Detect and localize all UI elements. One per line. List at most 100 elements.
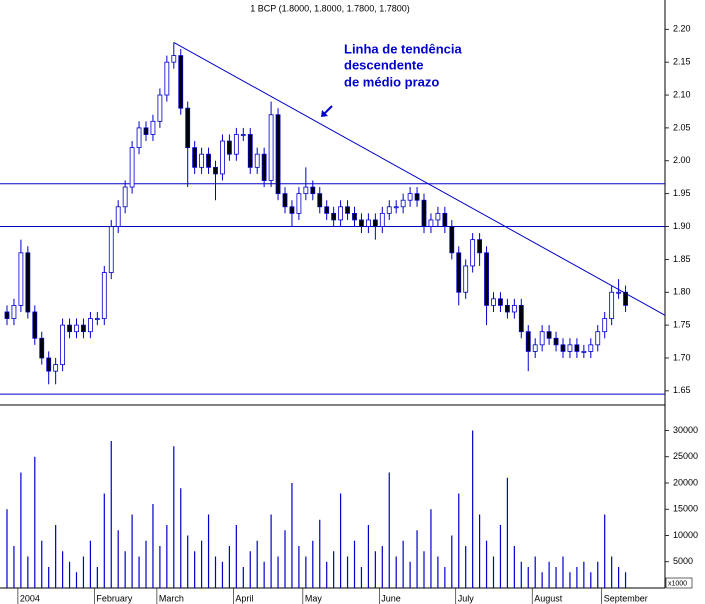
volume-bar [562, 556, 564, 588]
volume-bar [96, 567, 98, 588]
volume-bar [20, 472, 22, 588]
candle-body [136, 127, 142, 149]
volume-bar [305, 556, 307, 588]
y-tick-label: 1.85 [673, 254, 691, 264]
volume-bar [277, 556, 279, 588]
candle-body [456, 252, 462, 293]
candle-body [317, 193, 323, 208]
candle-body [60, 324, 65, 365]
candle-body [498, 298, 503, 306]
volume-bar [131, 514, 133, 588]
volume-unit: x1000 [668, 580, 687, 587]
candle-body [560, 344, 566, 352]
y-tick-label: 2.00 [673, 155, 691, 165]
volume-bar [346, 556, 349, 588]
x-tick-label: March [159, 593, 184, 603]
volume-bar [541, 572, 543, 588]
candle-body [254, 153, 260, 168]
candle-body [150, 120, 156, 135]
volume-bar [41, 540, 43, 588]
x-tick-label: June [381, 593, 401, 603]
volume-bar [569, 572, 571, 588]
volume-bar [381, 546, 383, 588]
volume-bar [180, 488, 182, 588]
candle-body [53, 364, 59, 372]
volume-bar [62, 551, 64, 588]
candle-body [331, 212, 337, 221]
candle-body [470, 239, 476, 267]
volume-bar [395, 556, 397, 588]
y-tick-label: 2.20 [673, 24, 691, 34]
volume-bar [416, 530, 418, 588]
y-tick-label: 1.75 [673, 319, 691, 329]
candle-body [623, 291, 628, 306]
y-tick-label: 1.65 [673, 385, 691, 395]
volume-bar [534, 556, 536, 588]
candle-body [504, 304, 510, 313]
annotation-arrowhead [321, 110, 328, 117]
volume-bar [360, 567, 363, 588]
volume-bar [173, 446, 175, 588]
candle-body [379, 212, 385, 227]
volume-bar [124, 551, 126, 588]
volume-bar [159, 546, 161, 588]
volume-bar [333, 551, 335, 588]
candle-body [199, 153, 205, 168]
candle-body [213, 166, 218, 175]
candle-body [393, 206, 399, 209]
volume-bar [214, 556, 217, 588]
volume-bar [27, 556, 29, 588]
volume-bar [13, 546, 15, 588]
volume-bar [242, 567, 244, 588]
volume-bar [235, 525, 237, 588]
candle-body [108, 226, 114, 273]
candle-body [296, 193, 302, 214]
volume-bar [451, 535, 453, 588]
candle-body [484, 252, 489, 306]
candle-body [421, 199, 427, 227]
candle-body [143, 127, 149, 135]
candle-body [616, 291, 621, 294]
volume-bar [138, 556, 140, 588]
annotation: descendente [344, 57, 423, 72]
y-tick-label: 25000 [673, 451, 698, 461]
volume-bar [55, 525, 57, 588]
candle-body [164, 61, 170, 96]
volume-bar [221, 561, 224, 588]
volume-bar [256, 540, 258, 588]
volume-bar [604, 514, 606, 588]
candle-body [511, 304, 517, 313]
candle-body [88, 318, 93, 333]
annotation-arrow [323, 105, 333, 115]
volume-bar [187, 535, 189, 588]
volume-bar [68, 561, 71, 588]
y-tick-label: 2.10 [673, 89, 691, 99]
volume-bar [590, 572, 592, 588]
candle-body [32, 311, 38, 339]
candle-body [581, 351, 587, 353]
x-tick-label: September [604, 593, 648, 603]
candle-body [11, 304, 17, 319]
candle-body [247, 134, 253, 168]
candle-body [268, 114, 274, 181]
y-tick-label: 1.70 [673, 352, 691, 362]
candle-body [282, 193, 288, 208]
candle-body [352, 212, 357, 221]
candle-body [414, 193, 420, 201]
volume-bar [48, 567, 50, 588]
candle-body [220, 140, 225, 175]
candle-body [525, 331, 531, 352]
candle-body [94, 318, 100, 320]
volume-bar [117, 530, 119, 588]
candle-body [81, 324, 86, 333]
volume-bar [444, 567, 446, 588]
candle-body [289, 206, 295, 214]
chart-title: 1 BCP (1.8000, 1.8000, 1.7800, 1.7800) [250, 3, 409, 13]
volume-bar [228, 546, 230, 588]
x-tick-label: May [305, 593, 323, 603]
candle-body [359, 219, 364, 227]
x-tick-label: 2004 [20, 593, 40, 603]
volume-bar [499, 525, 502, 588]
candle-body [491, 298, 496, 306]
